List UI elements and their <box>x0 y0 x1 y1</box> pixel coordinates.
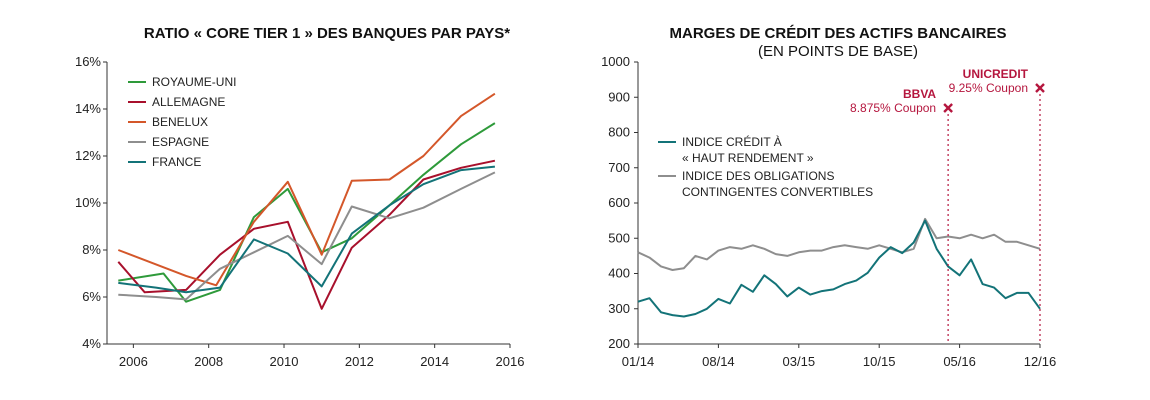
left-x-tick-label: 2014 <box>420 354 449 369</box>
left-series-france-line <box>118 165 496 294</box>
left-x-tick-label: 2012 <box>345 354 374 369</box>
left-y-tick-label: 14% <box>75 101 101 116</box>
right-y-tick-label: 200 <box>608 336 630 351</box>
right-chart-subtitle: (EN POINTS DE BASE) <box>758 43 918 60</box>
annotation-name: BBVA <box>903 87 936 101</box>
right-legend: INDICE CRÉDIT À « HAUT RENDEMENT » INDICE … <box>658 134 873 199</box>
left-legend-label: ESPAGNE <box>152 135 209 149</box>
right-x-tick-label: 05/16 <box>943 354 976 369</box>
left-x-tick-label: 2006 <box>119 354 148 369</box>
left-x-ticks: 2006 2008 2010 2012 2014 2016 <box>119 344 525 369</box>
left-legend-label: ROYAUME-UNI <box>152 75 236 89</box>
left-y-tick-label: 6% <box>82 289 101 304</box>
left-y-ticks: 4% 6% 8% 10% 12% 14% 16% <box>75 54 107 351</box>
right-x-tick-label: 12/16 <box>1024 354 1057 369</box>
annotation-name: UNICREDIT <box>963 67 1029 81</box>
left-legend-label: ALLEMAGNE <box>152 95 225 109</box>
left-y-tick-label: 4% <box>82 336 101 351</box>
annotation-label: 9.25% Coupon <box>949 81 1028 95</box>
left-chart: RATIO « CORE TIER 1 » DES BANQUES PAR PA… <box>75 25 524 369</box>
right-chart: MARGES DE CRÉDIT DES ACTIFS BANCAIRES (E… <box>601 25 1056 369</box>
left-series-royaume-uni-line <box>118 122 496 303</box>
right-y-tick-label: 400 <box>608 266 630 281</box>
left-series-group <box>117 92 496 310</box>
left-chart-title: RATIO « CORE TIER 1 » DES BANQUES PAR PA… <box>144 25 510 42</box>
right-series-coco-line <box>637 217 1041 271</box>
right-legend-label: INDICE DES OBLIGATIONS CONTINGENTES CONVE… <box>682 169 873 199</box>
annotation-cross-marker <box>1035 83 1045 93</box>
left-series-espagne-line <box>118 171 496 301</box>
right-x-tick-label: 10/15 <box>863 354 896 369</box>
annotation-label: 8.875% Coupon <box>850 101 936 115</box>
right-chart-title: MARGES DE CRÉDIT DES ACTIFS BANCAIRES <box>670 25 1007 42</box>
left-x-tick-label: 2010 <box>270 354 299 369</box>
left-y-tick-label: 12% <box>75 148 101 163</box>
right-y-tick-label: 1000 <box>601 54 630 69</box>
right-y-tick-label: 500 <box>608 230 630 245</box>
left-x-tick-label: 2008 <box>194 354 223 369</box>
left-y-tick-label: 16% <box>75 54 101 69</box>
left-legend-label: BENELUX <box>152 115 208 129</box>
left-y-tick-label: 10% <box>75 195 101 210</box>
right-y-ticks: 200 300 400 500 600 700 800 900 1000 <box>601 54 638 351</box>
right-y-tick-label: 600 <box>608 195 630 210</box>
right-y-tick-label: 800 <box>608 125 630 140</box>
right-series-group <box>637 217 1041 318</box>
left-legend: ROYAUME-UNI ALLEMAGNE BENELUX ESPAGNE FRANCE <box>128 75 236 169</box>
right-x-tick-label: 08/14 <box>702 354 735 369</box>
right-y-tick-label: 300 <box>608 301 630 316</box>
right-series-high-yield-line <box>637 219 1041 318</box>
right-y-tick-label: 900 <box>608 89 630 104</box>
right-y-tick-label: 700 <box>608 160 630 175</box>
right-x-ticks: 01/14 08/14 03/15 10/15 05/16 12/16 <box>622 344 1057 369</box>
right-legend-label: INDICE CRÉDIT À « HAUT RENDEMENT » <box>682 134 814 165</box>
right-x-tick-label: 03/15 <box>783 354 816 369</box>
right-x-tick-label: 01/14 <box>622 354 655 369</box>
left-legend-label: FRANCE <box>152 155 201 169</box>
left-y-tick-label: 8% <box>82 242 101 257</box>
left-x-tick-label: 2016 <box>496 354 525 369</box>
annotation-cross-marker <box>943 103 953 113</box>
